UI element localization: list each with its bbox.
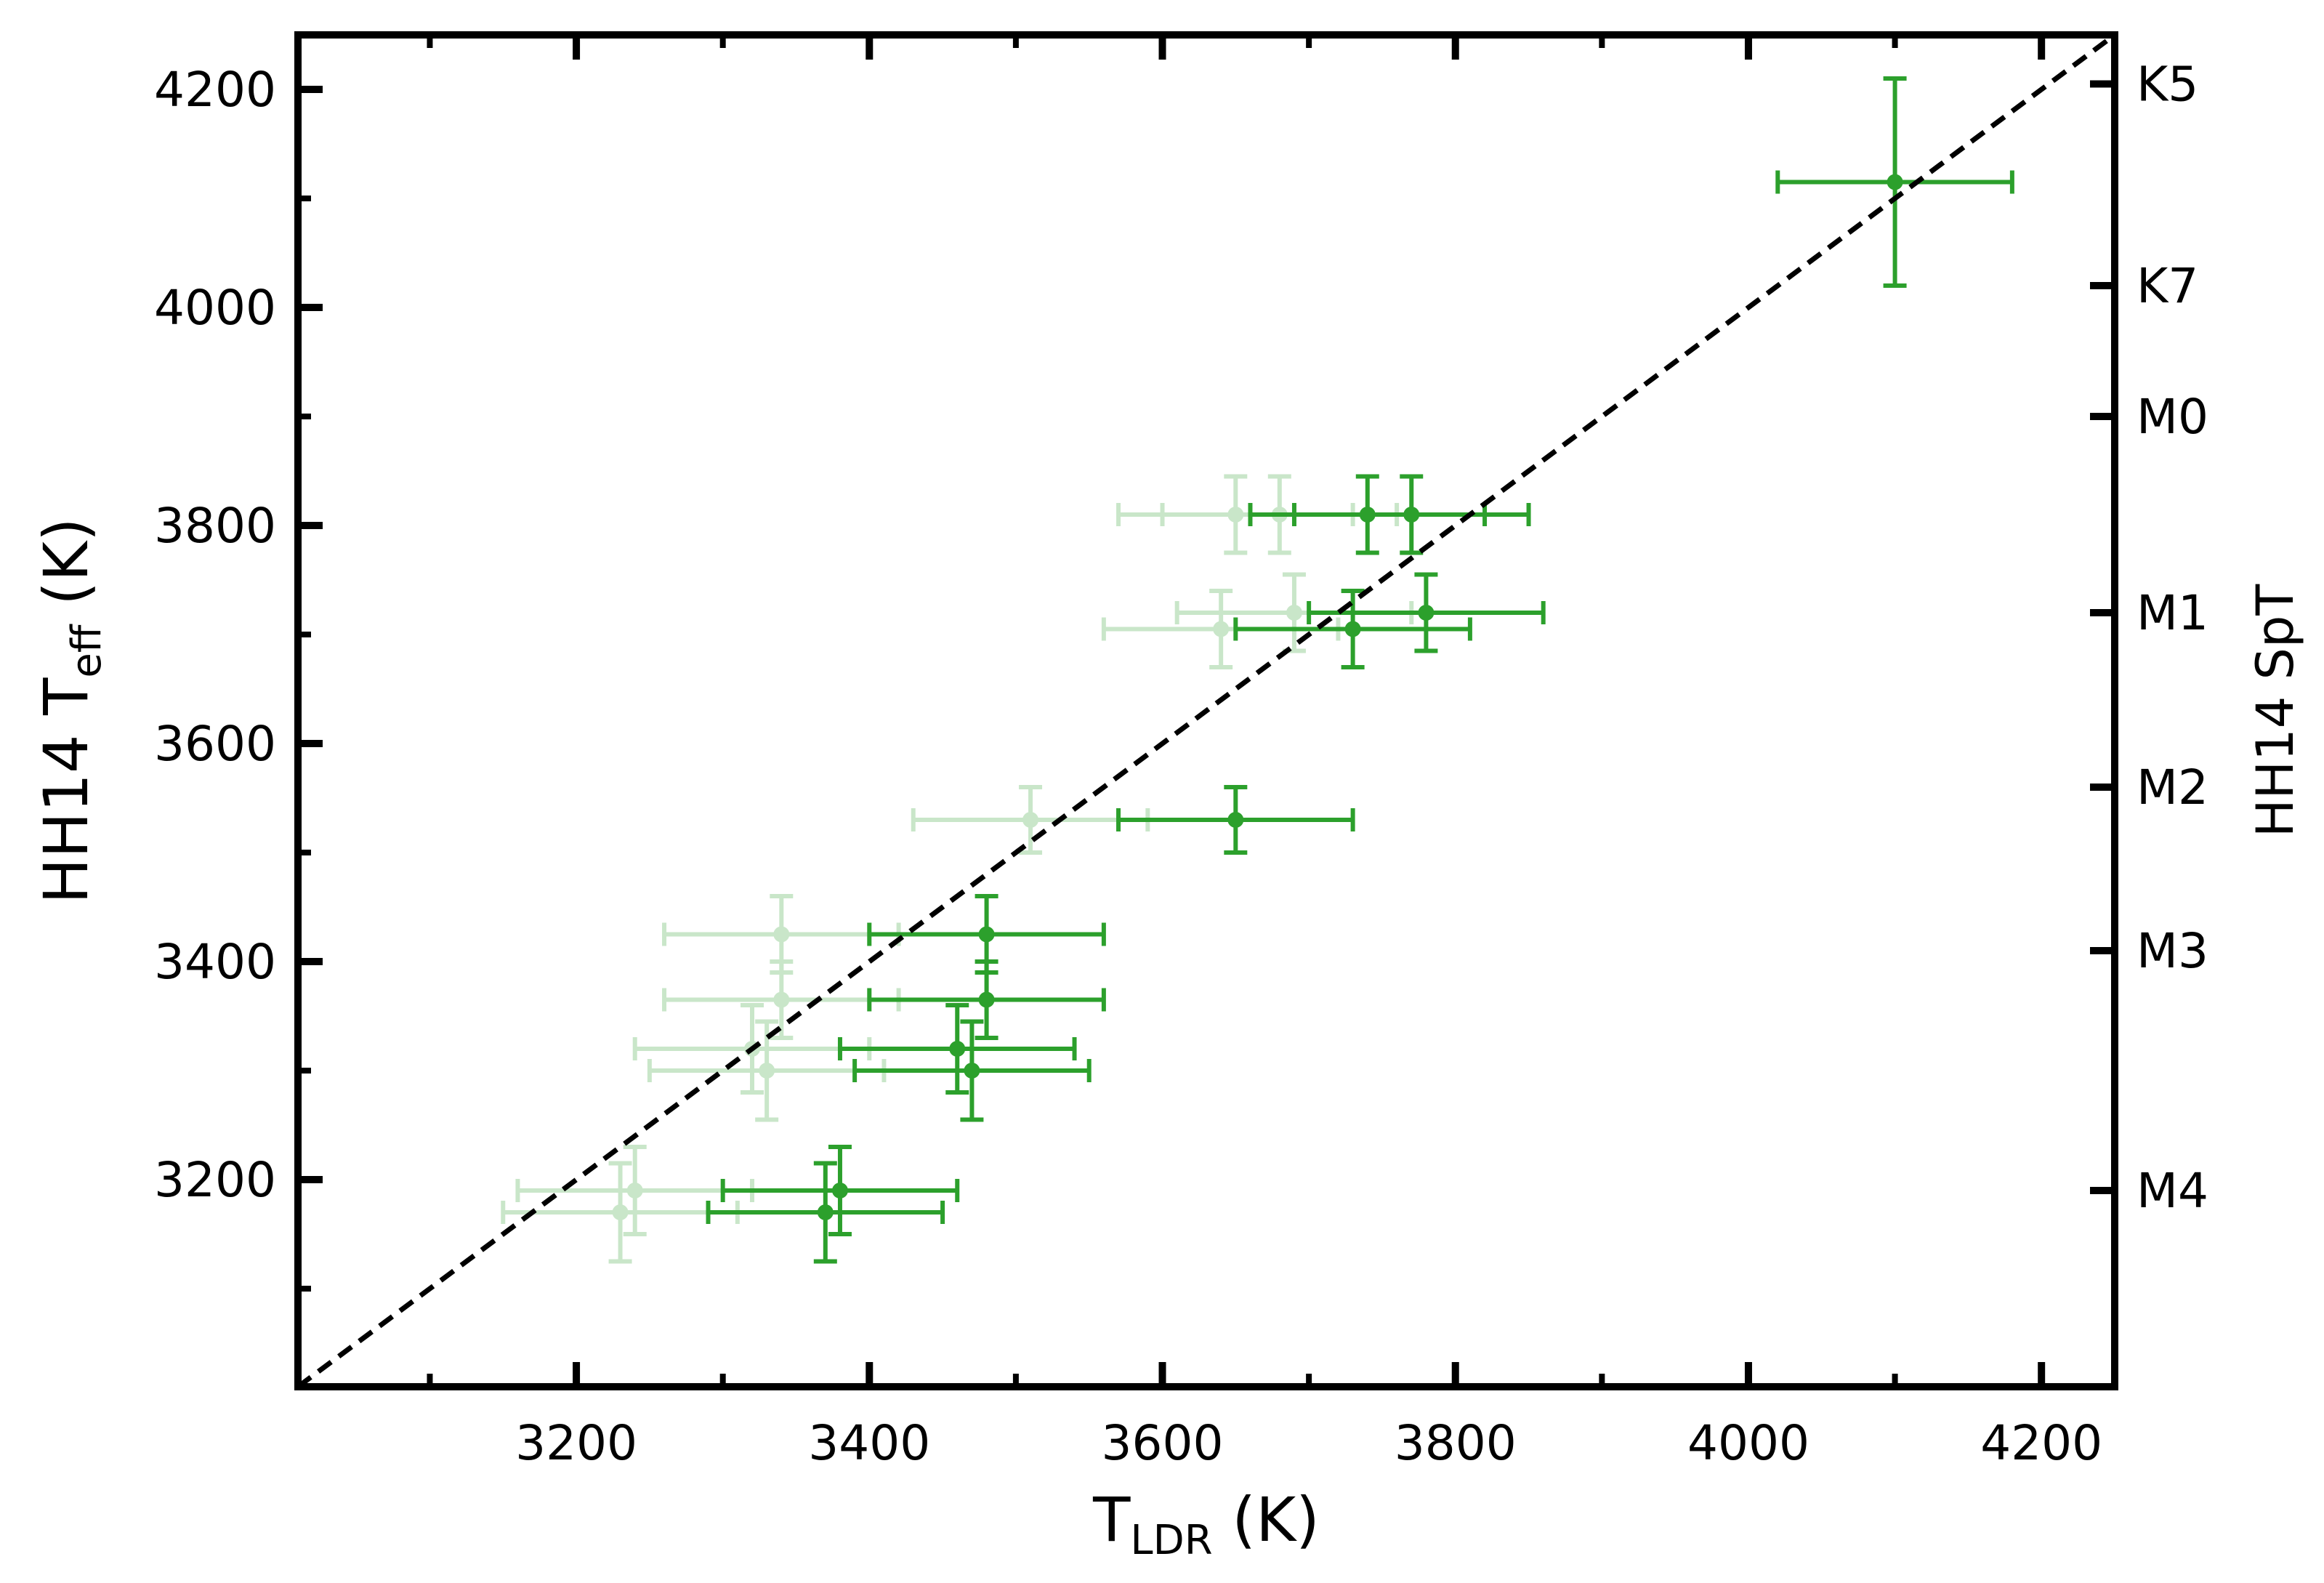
- spt-tick-label: M3: [2137, 923, 2208, 979]
- data-marker: [1286, 605, 1302, 621]
- y-axis-title: HH14 Teff (K): [31, 517, 110, 904]
- data-point-0-5: [1116, 785, 1355, 855]
- data-marker: [1022, 812, 1039, 828]
- spt-tick-label: M2: [2137, 760, 2208, 815]
- data-marker: [817, 1204, 834, 1220]
- axis-ticks: 3200 3400 3600 3800 4000 4200 3200 3400 3600 3800…: [154, 35, 2208, 1471]
- spt-tick-label: M1: [2137, 585, 2208, 641]
- y-tick-label: 3200: [154, 1152, 276, 1208]
- spt-tick-label: M0: [2137, 389, 2208, 445]
- data-point-1-10: [501, 1161, 740, 1264]
- y-tick-label: 4000: [154, 280, 276, 336]
- data-marker: [1227, 507, 1244, 523]
- data-point-1-5: [662, 894, 901, 975]
- data-marker: [1344, 621, 1361, 637]
- series-0: [706, 76, 2014, 1264]
- data-point-1-0: [1116, 474, 1355, 555]
- data-marker: [1418, 605, 1435, 621]
- y-tick-label: 4200: [154, 62, 276, 118]
- spt-tick-label: M4: [2137, 1163, 2208, 1219]
- x-tick-label: 4000: [1687, 1415, 1809, 1471]
- data-marker: [964, 1063, 980, 1079]
- data-point-0-0: [1775, 76, 2014, 288]
- data-marker: [978, 926, 995, 943]
- data-marker: [759, 1063, 775, 1079]
- y-tick-label: 3600: [154, 716, 276, 772]
- data-point-0-8: [837, 1003, 1077, 1095]
- data-point-1-6: [662, 959, 901, 1040]
- data-point-0-10: [720, 1145, 960, 1236]
- data-marker: [612, 1204, 629, 1220]
- x-axis-title: TLDR (K): [1092, 1484, 1320, 1564]
- data-point-1-9: [515, 1145, 754, 1236]
- data-point-0-11: [706, 1161, 945, 1264]
- x-tick-label: 4200: [1980, 1415, 2102, 1471]
- x-axis-title-rest: (K): [1213, 1484, 1320, 1555]
- data-marker: [1271, 507, 1288, 523]
- y-tick-label: 3800: [154, 498, 276, 554]
- x-tick-label: 3800: [1395, 1415, 1517, 1471]
- data-point-0-7: [867, 959, 1106, 1040]
- right-axis-title: HH14 SpT: [2246, 584, 2305, 837]
- data-marker: [949, 1041, 966, 1057]
- data-point-0-3: [1307, 572, 1546, 653]
- y-tick-label: 3400: [154, 934, 276, 990]
- data-point-1-2: [1174, 572, 1414, 653]
- data-point-0-9: [852, 1019, 1092, 1122]
- x-tick-label: 3600: [1102, 1415, 1224, 1471]
- y-axis-title-main: HH14 T: [31, 677, 102, 904]
- data-point-1-8: [647, 1019, 887, 1122]
- data-marker: [626, 1183, 643, 1199]
- spt-tick-label: K7: [2137, 258, 2198, 314]
- data-point-1-4: [911, 785, 1150, 855]
- data-point-0-2: [1291, 474, 1531, 555]
- x-axis-title-main: T: [1092, 1484, 1131, 1555]
- data-marks: [501, 76, 2014, 1264]
- x-tick-label: 3400: [808, 1415, 930, 1471]
- data-marker: [1227, 812, 1244, 828]
- x-tick-label: 3200: [515, 1415, 637, 1471]
- plot-frame: [294, 31, 2118, 1390]
- data-point-1-1: [1160, 474, 1400, 555]
- series-1: [501, 474, 1414, 1264]
- data-marker: [1403, 507, 1420, 523]
- data-marker: [831, 1183, 848, 1199]
- x-axis-title-subscript: LDR: [1130, 1517, 1212, 1564]
- data-marker: [1213, 621, 1230, 637]
- data-marker: [1887, 174, 1903, 190]
- one-to-one-line: [296, 33, 2117, 1389]
- data-marker: [773, 926, 790, 943]
- data-point-0-4: [1233, 589, 1472, 669]
- data-marker: [773, 991, 790, 1008]
- data-point-1-3: [1101, 589, 1341, 669]
- y-axis-title-rest: (K): [31, 517, 102, 624]
- spt-tick-label: K5: [2137, 57, 2198, 113]
- y-axis-title-subscript: eff: [63, 624, 110, 677]
- data-marker: [978, 991, 995, 1008]
